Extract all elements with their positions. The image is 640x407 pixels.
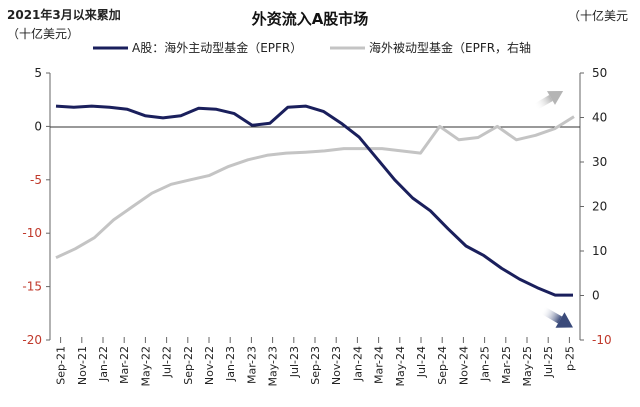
right-y-tick-label: 40 [592,111,607,125]
x-tick-label: May-24 [394,346,407,387]
x-tick-label: Jan-23 [224,346,237,382]
right-y-tick-label: 30 [592,155,607,169]
legend: A股：海外主动型基金（EPFR） 海外被动型基金（EPFR，右轴 [93,40,531,55]
right-y-tick-label: -10 [592,333,612,347]
legend-label-passive: 海外被动型基金（EPFR，右轴 [369,40,531,55]
up-arrow-icon [533,91,564,111]
left-y-tick-label: -10 [22,226,42,240]
left-unit-line2: （十亿美元） [7,26,79,41]
right-unit: （十亿美元 [568,8,628,23]
x-tick-label: Nov-21 [76,346,89,385]
x-tick-label: Jul-22 [161,346,174,378]
x-tick-label: Sep-22 [182,346,195,385]
x-axis: Sep-21 Nov-21 Jan-22 Mar-22 May-22 Jul-22 Sep-… [55,337,576,387]
x-tick-label: May-22 [139,346,152,387]
chart-title: 外资流入A股市场 [251,10,369,28]
left-unit-line1: 2021年3月以来累加 [7,7,121,22]
right-y-tick-label: 0 [592,289,600,303]
series-line-active [55,104,573,297]
plot-frame [49,73,581,340]
x-tick-label: Mar-23 [245,346,258,384]
down-arrow-icon [540,306,573,328]
x-tick-label: Nov-23 [330,346,343,385]
left-y-tick-label: 0 [34,119,42,133]
x-tick-label: Nov-22 [203,346,216,385]
series-line-passive [55,115,575,260]
x-tick-label: Sep-24 [436,346,449,385]
left-y-axis: 5 0 -5 -10 -15 -20 [22,66,50,347]
left-y-tick-label: 5 [34,66,42,80]
x-tick-label: Jan-25 [479,346,492,382]
left-y-tick-label: -5 [30,173,42,187]
x-tick-label: Jul-24 [415,346,428,378]
x-tick-label: Jul-25 [542,346,555,378]
x-tick-label: Mar-25 [500,346,513,384]
x-tick-label: Sep-21 [55,346,68,385]
x-tick-label: Mar-22 [118,346,131,384]
x-tick-label: Jan-22 [97,346,110,382]
right-y-axis: 50 40 30 20 10 0 -10 [580,66,612,347]
right-y-tick-label: 10 [592,244,607,258]
x-tick-label: Jul-23 [288,346,301,378]
x-tick-label: Jan-24 [351,346,364,382]
right-y-tick-label: 20 [592,200,607,214]
x-tick-label: Sep-23 [309,346,322,385]
right-y-tick-label: 50 [592,66,607,80]
left-y-tick-label: -20 [22,333,42,347]
left-y-tick-label: -15 [22,280,42,294]
legend-label-active: A股：海外主动型基金（EPFR） [132,40,302,55]
x-tick-label: Mar-24 [373,346,386,384]
x-tick-label: p-25 [563,346,576,371]
x-tick-label: Nov-24 [457,346,470,385]
x-tick-label: May-25 [521,346,534,387]
x-tick-label: May-23 [267,346,280,387]
